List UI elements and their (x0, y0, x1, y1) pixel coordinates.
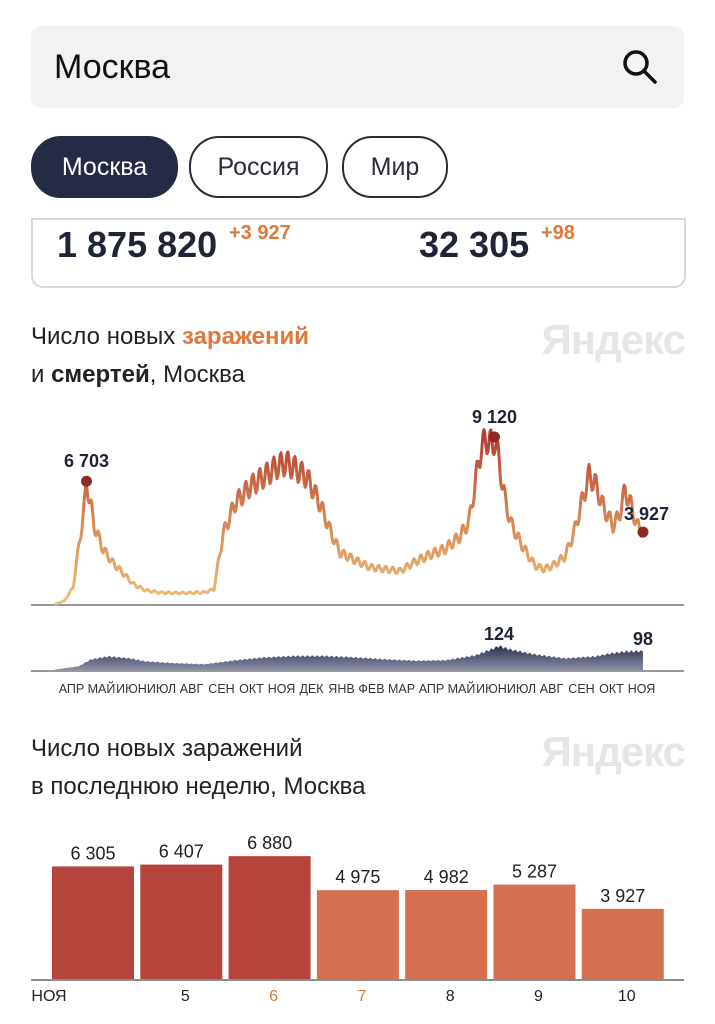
cases-delta: +3 927 (229, 222, 291, 244)
chart1-title-highlight: заражений (181, 323, 309, 350)
cases-peak-marker (81, 475, 92, 487)
cases-peak-marker (637, 526, 649, 538)
month-tick-label: МАЙ (448, 681, 476, 696)
weekly-bar-chart: 6 305 НОЯ 6 407 5 6 880 6 4 975 7 4 982 8 5 287 9 3 … (31, 833, 684, 1005)
chart1-title-prefix2: и (31, 361, 52, 388)
weekly-bar (140, 864, 223, 979)
weekly-bar-value: 4 982 (424, 867, 469, 887)
yandex-watermark-2: Яндекс (541, 728, 686, 775)
month-tick-label: АПР (59, 682, 85, 696)
weekly-category-label: НОЯ (31, 988, 66, 1005)
month-tick-label: ЯНВ (328, 682, 354, 696)
deaths-peak-label: 124 (484, 624, 514, 644)
weekly-bar (52, 866, 134, 979)
month-tick-label: ИЮН (116, 682, 147, 696)
search-icon[interactable] (622, 49, 658, 85)
cases-series-line (54, 428, 645, 606)
weekly-category-label: 7 (357, 988, 366, 1005)
weekly-category-label: 10 (618, 988, 636, 1005)
month-tick-label: МАЙ (88, 681, 116, 696)
cases-peak-label: 9 120 (472, 407, 517, 427)
deaths-total: 32 305 (419, 224, 530, 265)
month-tick-label: ИЮЛ (507, 682, 536, 696)
month-tick-label: СЕН (208, 682, 234, 696)
chart2-title-line1: Число новых заражений (31, 735, 303, 762)
weekly-bar-value: 6 880 (247, 833, 292, 853)
tab-russia[interactable]: Россия (189, 136, 328, 198)
month-tick-label: СЕН (568, 682, 594, 696)
deaths-peak-label: 98 (633, 629, 653, 649)
tab-world[interactable]: Мир (342, 136, 448, 198)
month-tick-label: ОКТ (239, 682, 264, 696)
weekly-bar (228, 856, 311, 979)
month-tick-label: НОЯ (628, 682, 656, 696)
weekly-category-label: 5 (181, 988, 190, 1005)
cases-peak-label: 6 703 (64, 451, 109, 471)
weekly-category-label: 9 (534, 988, 543, 1005)
weekly-category-label: 6 (269, 988, 278, 1005)
month-tick-label: ИЮН (476, 682, 507, 696)
stats-card: 1 875 820 +3 927 32 305 +98 (31, 218, 686, 288)
cases-peak-marker (489, 431, 500, 443)
cases-peak-label: 3 927 (624, 504, 669, 524)
weekly-bar (316, 890, 399, 979)
month-tick-label: АПР (419, 682, 445, 696)
chart1-title-prefix: Число новых (31, 323, 182, 350)
chart2-title: Число новых заражений в последнюю неделю… (31, 730, 365, 806)
deaths-delta: +98 (541, 222, 575, 244)
cases-total: 1 875 820 (57, 224, 218, 265)
chart1-title: Число новых заражений и смертей, Москва (31, 318, 309, 394)
tab-moscow[interactable]: Москва (31, 136, 178, 198)
month-tick-label: АВГ (540, 682, 564, 696)
month-tick-label: ФЕВ (358, 682, 384, 696)
month-tick-label: МАР (388, 682, 415, 696)
weekly-bar-value: 6 407 (159, 842, 204, 862)
weekly-bar-value: 5 287 (512, 862, 557, 882)
chart2-title-line2: в последнюю неделю, Москва (31, 773, 366, 800)
month-tick-label: НОЯ (268, 682, 296, 696)
yandex-watermark: Яндекс (541, 316, 686, 363)
month-tick-label: АВГ (180, 682, 204, 696)
chart1-title-suffix: , Москва (149, 361, 246, 388)
weekly-bar-value: 6 305 (70, 843, 115, 863)
month-tick-label: ИЮЛ (147, 682, 176, 696)
search-input[interactable]: Москва (54, 48, 171, 86)
weekly-bar-value: 4 975 (335, 867, 380, 887)
weekly-category-label: 8 (446, 988, 455, 1005)
deaths-series-area (55, 645, 643, 670)
month-tick-label: ОКТ (599, 682, 624, 696)
search-bar[interactable]: Москва (31, 26, 684, 108)
weekly-bar-value: 3 927 (600, 886, 645, 906)
weekly-bar (581, 908, 664, 979)
weekly-bar (405, 890, 488, 979)
month-tick-label: ДЕК (299, 682, 324, 696)
chart1-title-bold: смертей (51, 361, 150, 388)
weekly-bar (493, 884, 576, 979)
